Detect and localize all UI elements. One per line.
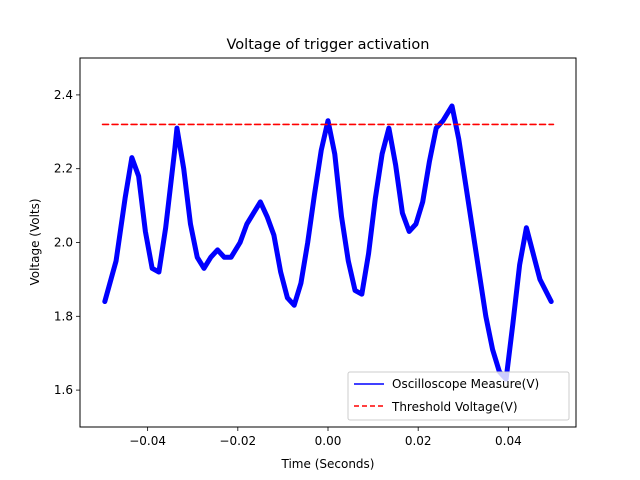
x-tick-label: 0.04: [495, 434, 522, 448]
legend: Oscilloscope Measure(V) Threshold Voltag…: [347, 371, 570, 421]
legend-label-threshold: Threshold Voltage(V): [391, 400, 518, 414]
x-tick-label: −0.02: [219, 434, 256, 448]
x-axis: −0.04 −0.02 0.00 0.02 0.04: [129, 427, 522, 448]
series-line-oscilloscope: [102, 103, 554, 382]
y-tick-label: 2.0: [54, 236, 73, 250]
legend-box: [347, 371, 570, 421]
x-tick-label: 0.00: [315, 434, 342, 448]
series-layer: [101, 103, 555, 382]
y-tick-label: 1.6: [54, 383, 73, 397]
y-axis-label: Voltage (Volts): [28, 198, 42, 285]
y-tick-label: 2.2: [54, 162, 73, 176]
x-axis-label: Time (Seconds): [281, 457, 375, 471]
y-axis: 1.6 1.8 2.0 2.2 2.4: [54, 88, 80, 397]
y-tick-label: 1.8: [54, 309, 73, 323]
chart-title: Voltage of trigger activation: [227, 37, 430, 53]
legend-label-oscilloscope: Oscilloscope Measure(V): [392, 377, 539, 391]
x-tick-label: −0.04: [129, 434, 166, 448]
y-tick-label: 2.4: [54, 88, 73, 102]
x-tick-label: 0.02: [405, 434, 432, 448]
